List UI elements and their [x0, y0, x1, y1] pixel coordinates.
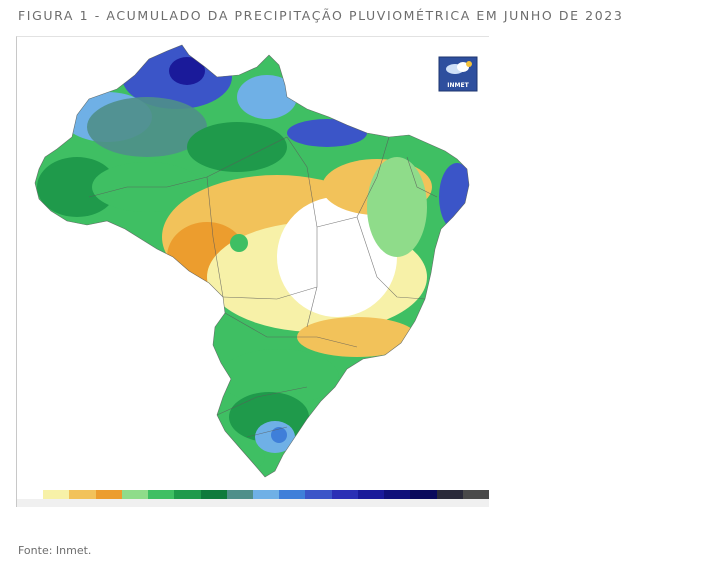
precipitation-map: INMET [16, 36, 489, 507]
legend-swatch [357, 490, 385, 499]
legend-swatch [384, 490, 411, 499]
legend-tick-label [96, 499, 122, 507]
precipitation-fill [35, 45, 469, 477]
legend-tick-label [332, 499, 358, 507]
legend-swatch [410, 490, 437, 499]
legend-swatch [95, 490, 122, 499]
legend-swatch [331, 490, 358, 499]
legend-swatch [279, 490, 306, 499]
legend-tick-label [279, 499, 305, 507]
legend-tick-label [17, 499, 43, 507]
legend-color-bar [17, 490, 489, 499]
legend-tick-label [437, 499, 463, 507]
logo-text: INMET [447, 82, 469, 89]
legend-swatch [226, 490, 253, 499]
figure-caption: FIGURA 1 - ACUMULADO DA PRECIPITAÇÃO PLU… [18, 8, 624, 23]
legend-swatch [148, 490, 175, 499]
state-borders [34, 44, 470, 478]
legend-tick-label [201, 499, 227, 507]
legend-tick-label [305, 499, 331, 507]
legend-tick-label [410, 499, 436, 507]
legend-tick-label [148, 499, 174, 507]
legend-swatch [436, 490, 463, 499]
legend-swatch [69, 490, 96, 499]
legend-tick-label [358, 499, 384, 507]
legend-tick-label [463, 499, 489, 507]
legend-tick-row [17, 499, 489, 507]
legend-swatch [462, 490, 489, 499]
legend-tick-label [69, 499, 95, 507]
legend-tick-label [384, 499, 410, 507]
legend-tick-label [174, 499, 200, 507]
precipitation-legend [17, 490, 489, 507]
legend-swatch [200, 490, 227, 499]
legend-swatch [252, 490, 280, 499]
legend-swatch [17, 490, 44, 499]
figure-source: Fonte: Inmet. [18, 544, 92, 557]
legend-swatch [121, 490, 149, 499]
legend-tick-label [122, 499, 148, 507]
legend-tick-label [227, 499, 253, 507]
legend-tick-label [43, 499, 69, 507]
inmet-logo: INMET [438, 56, 478, 92]
legend-swatch [43, 490, 70, 499]
legend-swatch [305, 490, 332, 499]
legend-swatch [174, 490, 201, 499]
brazil-map: INMET [34, 44, 478, 478]
legend-tick-label [253, 499, 279, 507]
